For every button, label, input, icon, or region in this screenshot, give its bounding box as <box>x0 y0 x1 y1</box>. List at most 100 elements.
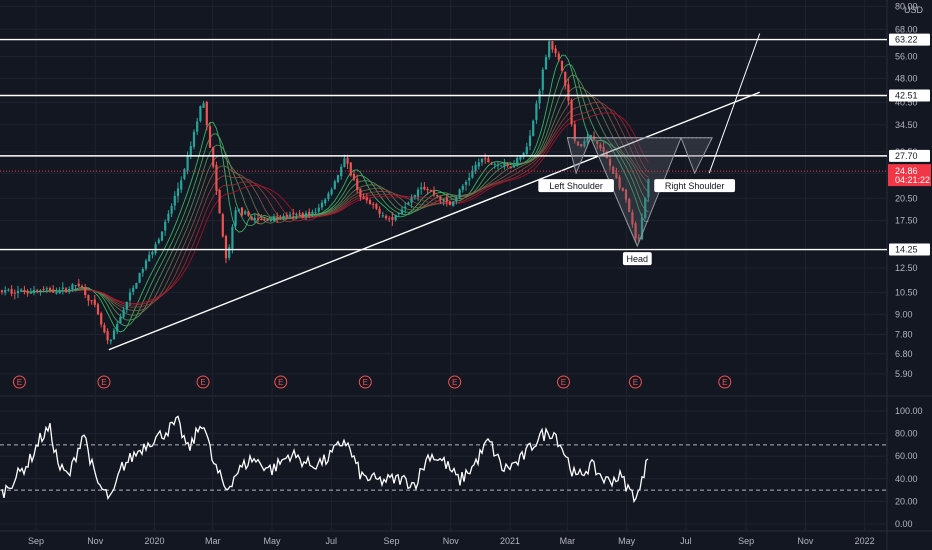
earnings-icon[interactable] <box>448 375 462 389</box>
time-axis[interactable]: Sep Nov 2020 Mar May Jul Sep Nov 2021 Mar May Jul Se… <box>28 536 875 546</box>
candle-body <box>112 330 116 340</box>
candle-body <box>221 214 224 237</box>
level-price-tag <box>889 89 930 102</box>
candle-body <box>272 216 276 222</box>
candle-body <box>570 100 573 125</box>
candle-body <box>196 121 199 132</box>
earnings-icon[interactable] <box>358 375 372 389</box>
candle-body <box>535 103 538 120</box>
earnings-icon[interactable] <box>274 375 288 389</box>
candle-body <box>474 164 477 171</box>
candle-body <box>490 163 493 165</box>
candle-body <box>122 309 125 318</box>
candle-body <box>477 162 480 167</box>
earnings-icon[interactable] <box>97 375 111 389</box>
candle-body <box>285 214 288 218</box>
candle-body <box>538 90 541 104</box>
earnings-icon[interactable] <box>628 375 642 389</box>
candle-body <box>560 60 564 71</box>
earnings-icon[interactable] <box>556 375 570 389</box>
candle-body <box>362 196 365 199</box>
last-price-value: 24.86 <box>895 166 918 176</box>
candle-body <box>173 195 176 206</box>
candle-body <box>36 290 39 292</box>
x-tick-label: 2022 <box>855 536 875 546</box>
y-tick-label: 12.50 <box>895 263 918 273</box>
osc-y-tick-label: 60.00 <box>895 451 918 461</box>
candle-body <box>324 199 327 204</box>
ma-line <box>88 112 649 304</box>
candle-body <box>612 166 615 174</box>
pattern-label-box <box>654 179 736 193</box>
candle-body <box>84 287 87 296</box>
candle-body <box>621 187 624 191</box>
candle-body <box>631 212 634 225</box>
candle-body <box>269 220 272 222</box>
candle-body <box>292 213 295 215</box>
candle-body <box>135 282 138 289</box>
candle-body <box>349 162 352 176</box>
candle-body <box>208 126 212 148</box>
candle-body <box>52 289 55 293</box>
candle-body <box>320 202 324 208</box>
candle-body <box>90 300 93 302</box>
candle-body <box>640 216 644 240</box>
level-price-tag <box>889 149 930 162</box>
candle-body <box>231 226 234 249</box>
drawings[interactable]: Left Shoulder Head Right Shoulder <box>0 33 887 351</box>
y-tick-label: 7.80 <box>895 329 913 339</box>
candle-body <box>359 188 362 197</box>
candle-body <box>400 209 404 214</box>
candle-body <box>192 131 196 147</box>
candle-body <box>432 190 436 195</box>
candle-body <box>404 206 407 209</box>
candle-body <box>410 197 413 203</box>
candle-body <box>506 163 509 167</box>
candle-body <box>253 218 256 221</box>
candle-body <box>125 301 128 310</box>
x-tick-label: Mar <box>205 536 221 546</box>
candle-body <box>557 53 560 60</box>
osc-y-tick-label: 20.00 <box>895 496 918 506</box>
candle-body <box>378 208 381 214</box>
candle-body <box>308 211 311 216</box>
earnings-letter: E <box>17 378 22 387</box>
candle-body <box>116 323 119 332</box>
candle-body <box>295 214 298 216</box>
candle-body <box>554 48 557 54</box>
level-price-label: 27.70 <box>895 151 918 161</box>
earnings-icon[interactable] <box>196 375 210 389</box>
x-tick-label: Nov <box>797 536 814 546</box>
candle-body <box>39 290 42 292</box>
candle-body <box>93 299 96 305</box>
pattern-label-box <box>538 179 614 193</box>
candle-body <box>544 57 548 70</box>
candle-body <box>496 164 500 166</box>
y-tick-label: 56.00 <box>895 52 918 62</box>
pattern-label: Right Shoulder <box>665 181 725 191</box>
candle-body <box>487 158 490 163</box>
candle-body <box>141 269 144 273</box>
candle-body <box>170 205 173 214</box>
candle-body <box>29 292 32 294</box>
candle-body <box>205 102 208 126</box>
projection-line[interactable] <box>708 33 761 174</box>
candle-body <box>167 213 170 221</box>
trend-line[interactable] <box>108 91 760 351</box>
earnings-icon[interactable] <box>12 375 26 389</box>
y-tick-label: 48.00 <box>895 73 918 83</box>
candle-body <box>484 158 487 160</box>
candle-body <box>250 216 253 221</box>
pattern-triangle[interactable] <box>566 137 592 175</box>
candle-body <box>263 218 266 220</box>
candle-body <box>20 289 23 292</box>
x-tick-label: Mar <box>560 536 576 546</box>
candle-body <box>100 313 103 325</box>
price-axis[interactable]: 80.0068.0056.0048.0040.5034.5028.5024.50… <box>888 1 931 529</box>
ma-line <box>21 54 649 333</box>
earnings-icon[interactable] <box>718 375 732 389</box>
candle-body <box>0 290 4 292</box>
